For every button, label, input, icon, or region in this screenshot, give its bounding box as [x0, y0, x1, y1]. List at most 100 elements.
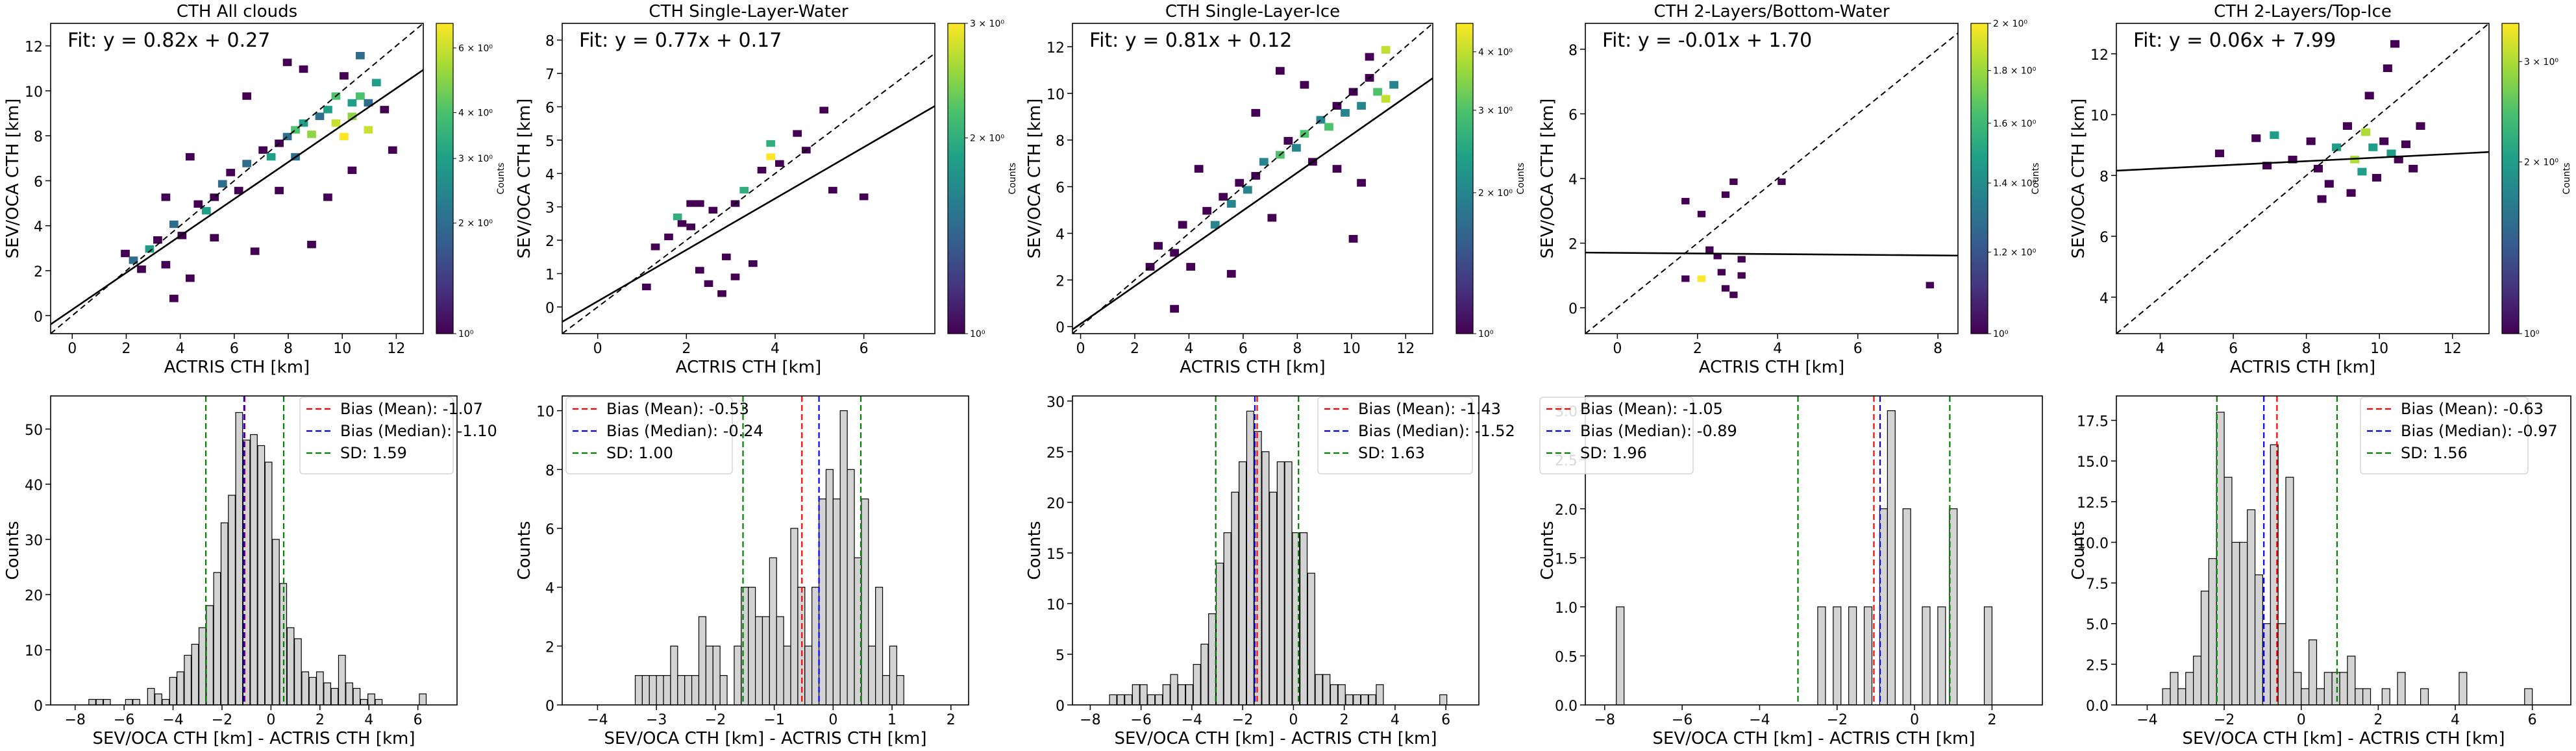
histogram-bar: [2254, 574, 2264, 705]
colorbar-tick-label: 2 × 10⁰: [458, 219, 493, 229]
heatmap-cell: [1681, 197, 1690, 204]
x-tick-label: 0: [2297, 712, 2306, 728]
histogram-bar: [228, 495, 236, 705]
histogram-bar: [1922, 606, 1931, 705]
chart-title: CTH Single-Layer-Ice: [1165, 2, 1340, 21]
heatmap-cell: [1729, 291, 1738, 299]
y-tick-label: 10: [1046, 597, 1065, 613]
histogram-bar: [2177, 688, 2186, 705]
y-tick-label: 2.0: [1555, 502, 1578, 519]
histogram-bar: [2200, 591, 2209, 705]
heatmap-cell: [299, 65, 308, 73]
y-tick-label: 4: [545, 581, 554, 597]
x-tick-label: −8: [1080, 712, 1100, 728]
legend-label: SD: 1.63: [1358, 444, 1425, 462]
histogram-bar: [882, 675, 891, 705]
heatmap-cell: [169, 220, 179, 228]
x-tick-label: −4: [162, 712, 183, 728]
y-tick-label: 0: [34, 309, 43, 325]
y-tick-label: 10: [1046, 87, 1065, 103]
histogram-bar: [2362, 688, 2372, 705]
heatmap-cell: [185, 153, 195, 161]
y-axis-label: SEV/OCA CTH [km]: [1538, 99, 1557, 259]
histogram-bar: [264, 462, 273, 705]
x-tick-label: 6: [2229, 341, 2238, 357]
histogram-bar: [825, 469, 834, 705]
histogram-bar: [783, 645, 791, 705]
y-tick-label: 2: [1568, 237, 1578, 253]
histogram-bar: [206, 605, 214, 705]
heatmap-cell: [340, 132, 349, 141]
x-tick-label: 6: [1441, 712, 1450, 728]
heatmap-cell: [2368, 143, 2378, 151]
heatmap-cell: [242, 92, 252, 100]
colorbar-tick-label: 4 × 10⁰: [1478, 47, 1513, 58]
heatmap-cell: [217, 180, 227, 188]
histogram-bar: [2339, 672, 2348, 705]
x-tick-label: 2: [682, 341, 691, 357]
x-tick-label: 12: [2444, 341, 2462, 357]
heatmap-cell: [291, 126, 300, 134]
histogram-bar: [861, 499, 869, 705]
heatmap-cell: [1226, 269, 1236, 278]
colorbar: [1456, 23, 1473, 334]
histogram-bar: [1261, 451, 1270, 705]
x-tick-label: 8: [1293, 341, 1302, 357]
histogram-bar: [1937, 606, 1946, 705]
y-tick-label: 6: [2099, 230, 2109, 246]
histogram-bar: [375, 698, 383, 705]
histogram-bar: [1330, 684, 1339, 705]
colorbar-tick-label: 2 × 10⁰: [970, 133, 1004, 143]
legend-label: SD: 1.56: [2401, 444, 2468, 462]
heatmap-cell: [1219, 193, 1228, 201]
y-tick-label: 30: [25, 533, 43, 549]
x-tick-label: 12: [1396, 341, 1415, 357]
x-tick-label: 0: [593, 341, 602, 357]
fit-equation: Fit: y = 0.82x + 0.27: [68, 29, 270, 52]
fit-line: [2116, 151, 2489, 172]
axes-frame: [562, 23, 935, 334]
histogram-bar: [308, 676, 317, 705]
histogram-bar: [213, 572, 221, 705]
heatmap-cell: [1777, 179, 1786, 185]
colorbar-tick-label: 1.8 × 10⁰: [1993, 66, 2037, 77]
histogram-bar: [316, 671, 324, 705]
heatmap-cell: [673, 213, 682, 221]
heatmap-cell: [1681, 275, 1690, 282]
y-axis-label: Counts: [1025, 521, 1045, 580]
x-tick-label: 0: [828, 712, 837, 728]
histogram-bar: [95, 698, 104, 705]
colorbar-tick-label: 2 × 10⁰: [1478, 188, 1513, 199]
heatmap-cell: [695, 267, 704, 274]
axes-frame: [1072, 395, 1480, 706]
legend-label: SD: 1.59: [340, 444, 407, 462]
heatmap-cell: [121, 249, 130, 258]
heatmap-cell: [2313, 164, 2323, 173]
histogram-bar: [818, 499, 827, 705]
histogram-bar: [330, 687, 339, 705]
histogram-bar: [191, 643, 199, 705]
legend-label: Bias (Median): -1.10: [340, 422, 497, 440]
heatmap-cell: [2416, 122, 2425, 130]
histogram-bar: [698, 616, 706, 705]
heatmap-cell: [717, 290, 726, 297]
plot-area: [562, 53, 935, 334]
y-tick-label: 2: [1056, 273, 1065, 289]
histogram-bar: [242, 439, 251, 705]
colorbar-frame: [436, 23, 454, 334]
histogram-bar: [1193, 663, 1201, 705]
colorbar-tick-label: 1.6 × 10⁰: [1993, 119, 2037, 129]
histogram-bar: [1276, 461, 1285, 705]
x-axis-label: ACTRIS CTH [km]: [1699, 358, 1844, 377]
x-tick-label: −2: [2214, 712, 2235, 728]
y-tick-label: 5.0: [2086, 617, 2109, 634]
y-tick-label: 6: [1056, 180, 1065, 197]
axes-frame: [1072, 23, 1433, 334]
histogram-bar: [1345, 694, 1354, 705]
colorbar-tick-label: 3 × 10⁰: [1478, 106, 1513, 116]
heatmap-cell: [749, 260, 758, 267]
heatmap-cell: [1300, 80, 1309, 89]
x-axis-label: SEV/OCA CTH [km] - ACTRIS CTH [km]: [93, 729, 415, 748]
y-tick-label: 25: [1046, 445, 1065, 462]
colorbar-label: Counts: [496, 163, 506, 195]
